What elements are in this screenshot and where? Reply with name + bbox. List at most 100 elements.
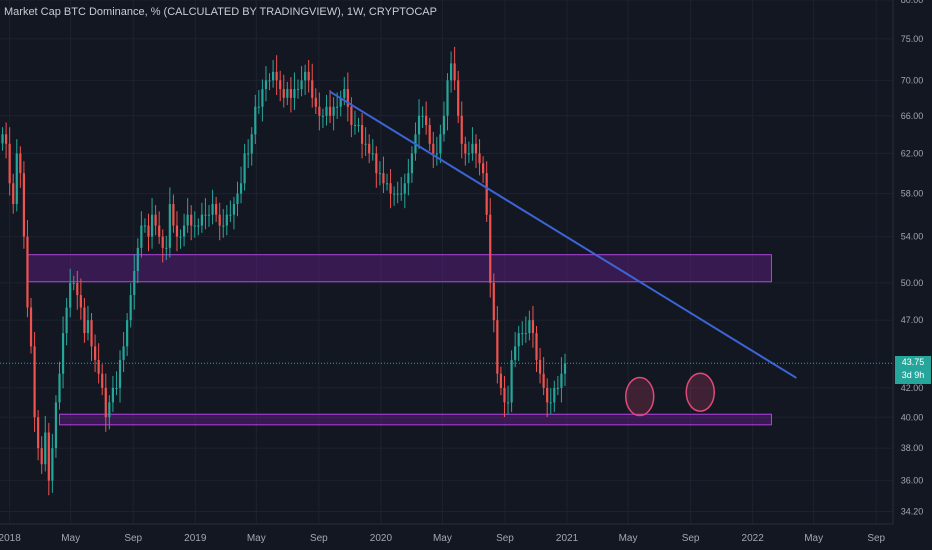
- candle: [293, 72, 296, 110]
- candle-body: [58, 373, 61, 403]
- candle-body: [371, 153, 374, 155]
- price-axis[interactable]: 80.00 75.00 70.00 66.00 62.00 58.00 54.00 50.00…: [901, 0, 924, 517]
- candle: [556, 375, 559, 396]
- candle: [76, 271, 79, 310]
- candle: [485, 161, 488, 222]
- price-tick-label: 47.00: [901, 315, 924, 325]
- candle-body: [236, 193, 239, 205]
- candle: [22, 161, 26, 249]
- candle-body: [225, 214, 228, 226]
- price-tick-label: 40.00: [901, 412, 924, 422]
- time-axis[interactable]: 2018 May Sep 2019 May Sep 2020 May Sep 2021 May Sep…: [0, 533, 886, 544]
- candle: [61, 316, 65, 389]
- candle-body: [54, 402, 58, 449]
- candle: [140, 211, 143, 258]
- price-tick-label: 42.00: [901, 383, 924, 393]
- circle-marker: [624, 376, 655, 417]
- candle-body: [61, 333, 65, 374]
- candle: [282, 74, 285, 108]
- candle-body: [375, 153, 378, 174]
- candle-body: [360, 124, 364, 144]
- candle: [268, 73, 271, 91]
- candle-body: [261, 89, 264, 107]
- candle-body: [72, 282, 75, 284]
- candle-body: [353, 124, 357, 126]
- candle-body: [122, 346, 125, 360]
- candle-body: [350, 106, 353, 125]
- time-tick-label: 2019: [184, 533, 207, 544]
- candle: [538, 347, 542, 384]
- candle-body: [560, 373, 563, 388]
- candle-body: [535, 333, 538, 360]
- candle-body: [417, 115, 421, 135]
- candle: [528, 310, 531, 341]
- candle: [275, 55, 278, 96]
- candle-body: [524, 333, 527, 335]
- candle: [254, 94, 257, 145]
- zones: [26, 254, 772, 426]
- candle-body: [211, 204, 214, 215]
- candle-body: [325, 106, 328, 116]
- candle-body: [4, 134, 8, 144]
- candle: [264, 66, 268, 102]
- time-tick-label: 2020: [370, 533, 393, 544]
- time-tick-label: May: [804, 533, 823, 544]
- candle: [407, 158, 410, 196]
- time-tick-label: May: [433, 533, 452, 544]
- candle: [243, 143, 246, 191]
- candle: [403, 173, 406, 209]
- candle: [474, 134, 478, 169]
- candle-body: [268, 80, 271, 82]
- candle: [304, 64, 307, 96]
- candle-body: [457, 80, 460, 116]
- candle: [65, 297, 68, 346]
- candle-body: [140, 225, 143, 248]
- candle: [460, 101, 463, 159]
- candle-body: [257, 106, 260, 108]
- candle-body: [279, 80, 282, 90]
- candle-body: [65, 307, 68, 334]
- candle: [101, 364, 104, 396]
- candle-body: [464, 143, 467, 154]
- candle: [446, 73, 449, 131]
- candle-body: [482, 163, 485, 174]
- last-price-badge: 43.75 3d 9h: [895, 356, 931, 385]
- candle-body: [506, 402, 510, 404]
- candle: [215, 196, 218, 222]
- candle: [503, 375, 506, 418]
- candle-body: [229, 214, 232, 216]
- candle-body: [182, 225, 186, 237]
- candle: [51, 433, 54, 493]
- candle-body: [126, 320, 129, 347]
- candle: [510, 350, 513, 413]
- candle: [328, 90, 332, 124]
- candle-body: [239, 183, 243, 194]
- candle-body: [439, 134, 442, 154]
- candle-body: [37, 417, 40, 449]
- candle: [531, 305, 535, 348]
- candle: [378, 161, 381, 186]
- candle: [432, 131, 435, 169]
- candle-body: [218, 214, 221, 226]
- candle-body: [531, 320, 535, 334]
- candle: [93, 334, 97, 373]
- candle-body: [200, 214, 203, 226]
- candle-body: [1, 134, 4, 144]
- candles: [1, 46, 567, 496]
- candle: [279, 70, 282, 102]
- candle-body: [393, 193, 396, 195]
- candle-body: [172, 204, 175, 226]
- candle: [560, 357, 563, 403]
- candle-body: [143, 225, 147, 227]
- candle-body: [446, 80, 449, 116]
- candle: [236, 181, 239, 217]
- candle-body: [385, 183, 389, 185]
- time-tick-label: Sep: [124, 533, 142, 544]
- candle-body: [254, 106, 257, 135]
- candle-body: [69, 282, 72, 308]
- candle: [321, 108, 325, 128]
- candle: [19, 146, 22, 188]
- candle: [296, 79, 300, 99]
